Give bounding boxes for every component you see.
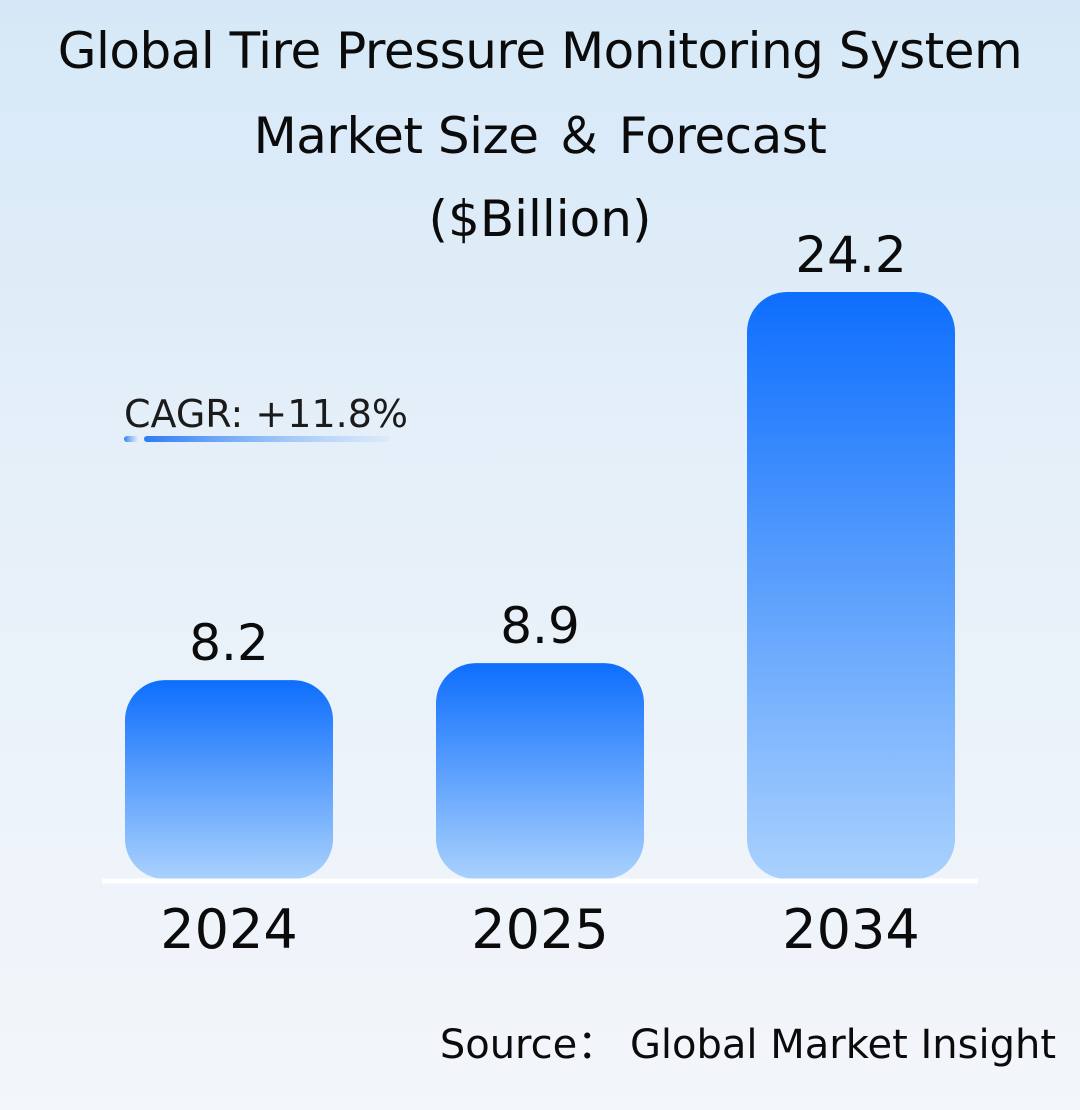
chart-title-line-1: Global Tire Pressure Monitoring System [57,22,1023,80]
bar-2024 [125,680,333,879]
value-label-2025: 8.9 [500,597,580,655]
x-tick-label-2025: 2025 [471,898,608,961]
x-tick-label-2034: 2034 [782,898,919,961]
chart-unit-label: ($Billion) [428,190,652,248]
cagr-underline [124,436,390,442]
source-note: Source： Global Market Insight [439,1022,1056,1068]
value-label-2024: 8.2 [189,614,269,672]
bar-2034 [747,292,955,879]
bar-2025 [436,663,644,879]
chart-title-line-2: Market Size ＆ Forecast [253,107,827,165]
value-label-2034: 24.2 [795,226,906,284]
x-tick-label-2024: 2024 [160,898,297,961]
cagr-annotation: CAGR: +11.8% [124,392,408,436]
